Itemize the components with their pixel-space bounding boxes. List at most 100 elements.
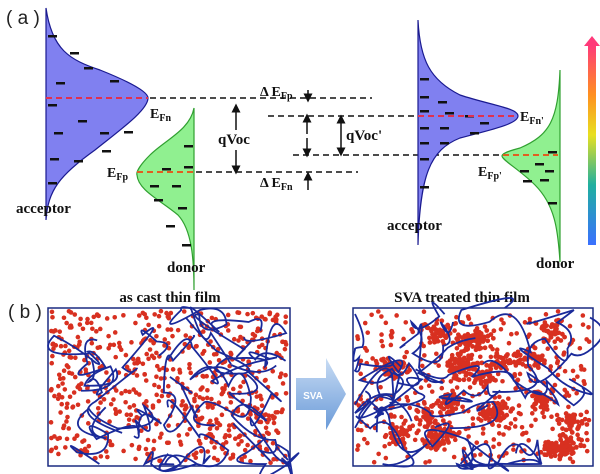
donor-polymer-chain [169,306,252,358]
acceptor-particle [496,414,502,420]
acceptor-particle [67,394,73,400]
acceptor-particle [151,340,156,346]
acceptor-particle [485,333,491,339]
acceptor-particle [454,385,460,390]
acceptor-particle [474,440,480,445]
acceptor-particle [219,391,225,397]
acceptor-particle [494,347,500,353]
acceptor-particle [86,443,92,449]
acceptor-particle [382,443,387,449]
acceptor-particle [553,441,559,446]
acceptor-particle [567,456,573,461]
acceptor-particle [181,309,187,314]
acceptor-particle [104,316,110,321]
acceptor-particle [400,436,406,442]
qvoc-label: qVoc [218,132,250,148]
acceptor-particle [402,354,408,360]
charge-mark [440,127,449,130]
acceptor-particle [271,416,276,421]
donor-polymer-chain [438,383,501,412]
acceptor-particle [282,346,288,352]
acceptor-particle [53,445,59,451]
acceptor-particle [506,340,512,346]
acceptor-particle [562,451,568,457]
acceptor-particle [458,358,463,364]
acceptor-particle [579,367,584,372]
acceptor-particle [570,368,576,374]
acceptor-particle [237,433,243,439]
donor-polymer-chain [236,436,293,474]
acceptor-particle [158,308,164,314]
acceptor-particle [223,432,229,438]
acceptor-particle [379,314,384,319]
donor-polymer-chain [424,422,510,472]
acceptor-particle [231,336,237,342]
acceptor-particle [514,331,519,336]
acceptor-particle [283,320,288,325]
donor-polymer-chain [354,367,426,419]
acceptor-particle [516,360,522,366]
acceptor-particle [124,364,130,370]
acceptor-particle [431,337,437,342]
acceptor-particle [552,382,558,388]
acceptor-particle [414,430,420,436]
acceptor-particle [434,435,439,441]
acceptor-particle [404,432,409,437]
acceptor-particle [123,352,129,358]
donor-polymer-chain [399,323,476,384]
acceptor-particle [451,454,457,460]
acceptor-particle [456,430,462,435]
charge-mark [535,163,544,166]
acceptor-particle [271,456,276,462]
charge-mark [420,78,429,81]
acceptor-particle [62,387,68,392]
acceptor-particle [474,344,479,350]
acceptor-particle [466,377,472,382]
acceptor-particle [493,354,499,359]
acceptor-particle [556,416,562,422]
acceptor-particle [170,333,175,339]
acceptor-particle [131,387,136,392]
right-donor-dos [501,69,561,263]
acceptor-particle [479,360,485,366]
acceptor-particle [228,456,233,461]
charge-mark [84,67,93,70]
acceptor-particle [529,411,535,416]
acceptor-particle [187,365,192,371]
donor-polymer-chain [142,446,211,473]
charge-mark [420,158,429,161]
acceptor-particle [151,438,157,444]
acceptor-particle [467,385,473,390]
acceptor-particle [65,414,70,420]
acceptor-particle [422,401,427,406]
acceptor-particle [499,317,504,322]
acceptor-particle [491,328,497,334]
acceptor-particle [577,345,583,351]
acceptor-particle [119,391,124,396]
acceptor-particle [114,409,119,415]
acceptor-particle [558,338,564,343]
acceptor-particle [508,408,514,414]
acceptor-particle [440,330,446,336]
acceptor-particle [56,383,61,389]
acceptor-particle [434,321,440,326]
delta-efp-label: Δ EFp [260,85,293,102]
acceptor-particle [432,418,438,424]
acceptor-particle [586,325,591,330]
acceptor-particle [279,409,284,415]
acceptor-particle [417,418,423,423]
acceptor-particle [58,343,64,349]
acceptor-particle [53,343,59,348]
left-donor-label: donor [167,260,206,276]
acceptor-particle [55,396,61,402]
acceptor-particle [192,398,197,404]
acceptor-particle [239,439,244,444]
acceptor-particle [250,310,256,316]
acceptor-particle [113,354,119,360]
acceptor-particle [228,400,234,405]
acceptor-particle [388,412,394,418]
acceptor-particle [50,353,55,359]
acceptor-particle [50,315,55,320]
acceptor-particle [580,322,586,327]
acceptor-particle [118,347,124,352]
